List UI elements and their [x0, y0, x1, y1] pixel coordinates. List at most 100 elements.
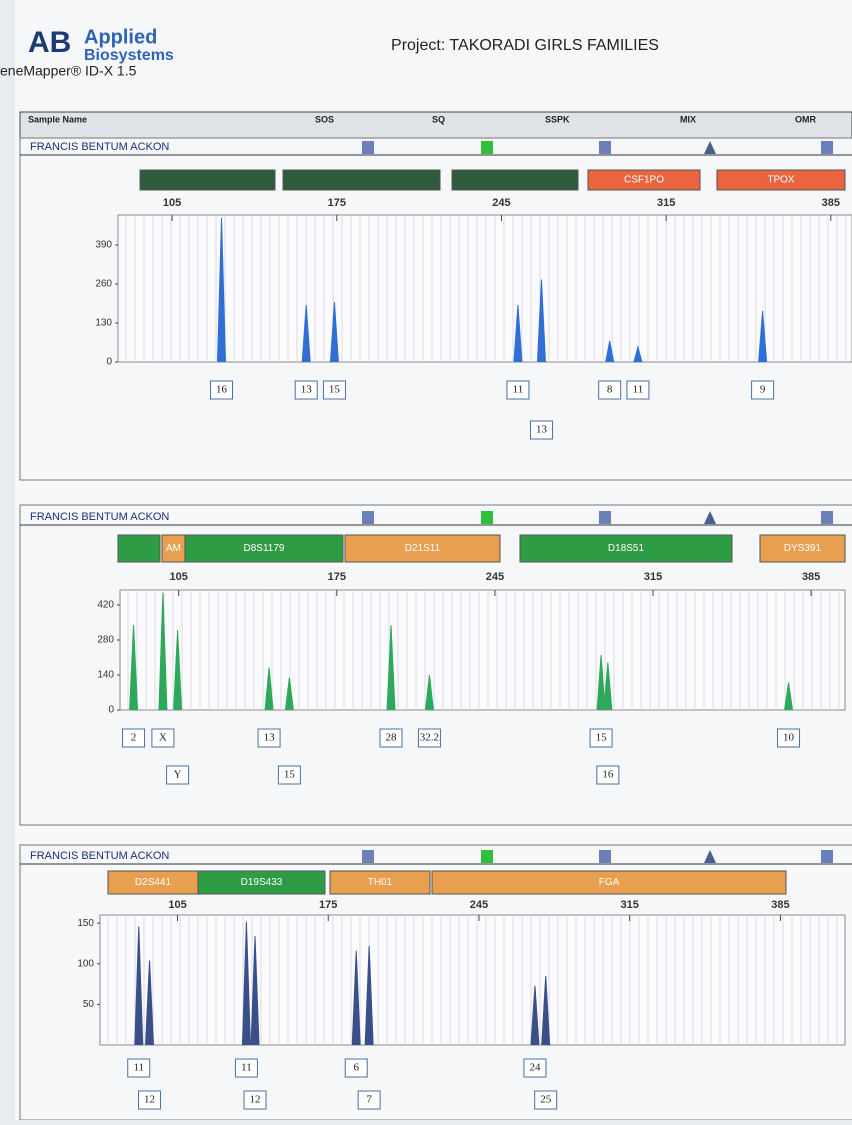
allele-box — [357, 1090, 381, 1110]
peak — [541, 975, 551, 1046]
allele-box — [257, 728, 281, 748]
allele-label: 6 — [353, 1062, 359, 1074]
peak — [758, 310, 768, 363]
allele-box — [344, 1058, 368, 1078]
x-tick-label: 245 — [486, 571, 504, 583]
allele-box — [529, 420, 553, 440]
y-tick-label: 50 — [83, 999, 95, 1010]
allele-label: 32.2 — [420, 732, 439, 744]
y-tick-label: 260 — [95, 279, 112, 290]
column-label: OMR — [795, 114, 816, 124]
allele-box — [210, 380, 234, 400]
project-title: Project: TAKORADI GIRLS FAMILIES — [391, 37, 659, 54]
software-name: eneMapper® ID-X 1.5 — [0, 63, 137, 79]
column-header — [19, 111, 852, 139]
allele-label: 16 — [216, 384, 228, 396]
allele-label: 8 — [607, 384, 613, 396]
allele-label: 2 — [131, 732, 137, 744]
logo-ab: AB — [28, 26, 71, 59]
allele-label: 12 — [144, 1094, 155, 1106]
peak — [536, 279, 546, 363]
peak — [603, 662, 613, 711]
quality-flag — [704, 511, 716, 524]
y-tick-label: 0 — [106, 357, 112, 368]
sample-name: FRANCIS BENTUM ACKON — [30, 511, 169, 523]
quality-flag — [362, 850, 374, 863]
allele-box — [234, 1058, 258, 1078]
x-tick-label: 175 — [328, 197, 346, 209]
x-tick-label: 315 — [657, 197, 675, 209]
peak — [241, 921, 251, 1046]
quality-flag — [599, 850, 611, 863]
plot-area — [99, 914, 846, 1046]
y-tick-label: 150 — [77, 918, 94, 929]
plot-area — [117, 214, 852, 363]
allele-label: 11 — [513, 384, 524, 396]
marker-label: AM — [166, 543, 181, 554]
quality-flag — [362, 141, 374, 154]
quality-flag — [821, 850, 833, 863]
allele-box — [122, 728, 146, 748]
column-label: MIX — [680, 114, 696, 124]
marker-label: DYS391 — [784, 543, 822, 554]
allele-label: 15 — [596, 732, 608, 744]
logo-top: Applied — [84, 26, 157, 48]
marker-bar — [451, 169, 579, 191]
marker-label: D18S51 — [608, 543, 645, 554]
x-tick-label: 385 — [771, 899, 789, 911]
y-tick-label: 130 — [95, 318, 112, 329]
peak — [158, 592, 168, 711]
peak — [284, 677, 294, 711]
y-tick-label: 100 — [77, 958, 94, 969]
quality-flag — [821, 141, 833, 154]
y-tick-label: 420 — [97, 600, 114, 611]
marker-bar — [519, 534, 733, 563]
peak — [633, 345, 643, 363]
allele-label: 16 — [602, 769, 614, 781]
allele-label: 12 — [250, 1094, 261, 1106]
peak — [605, 340, 615, 363]
peak — [301, 304, 311, 363]
allele-box — [166, 765, 190, 785]
quality-flag — [704, 850, 716, 863]
x-tick-label: 105 — [163, 197, 181, 209]
allele-box — [598, 380, 622, 400]
column-label: SSPK — [545, 114, 570, 124]
allele-box — [138, 1090, 162, 1110]
allele-box — [506, 380, 530, 400]
peak — [329, 301, 339, 363]
y-tick-label: 390 — [95, 240, 112, 251]
quality-flag — [481, 511, 493, 524]
sample-name: FRANCIS BENTUM ACKON — [30, 850, 169, 862]
marker-bar — [139, 169, 276, 191]
quality-flag — [362, 511, 374, 524]
x-tick-label: 245 — [470, 899, 488, 911]
peak — [217, 217, 227, 363]
x-tick-label: 105 — [168, 899, 186, 911]
peak — [530, 985, 540, 1046]
marker-bar — [431, 870, 787, 895]
allele-box — [523, 1058, 547, 1078]
peak — [173, 629, 183, 711]
allele-box — [596, 765, 620, 785]
allele-label: 13 — [536, 424, 548, 436]
x-tick-label: 315 — [644, 571, 662, 583]
peak — [364, 945, 374, 1046]
allele-label: 13 — [301, 384, 313, 396]
allele-label: 25 — [540, 1094, 552, 1106]
allele-label: 9 — [760, 384, 766, 396]
allele-box — [589, 728, 613, 748]
marker-bar — [329, 870, 431, 895]
peak — [386, 624, 396, 711]
allele-box — [751, 380, 775, 400]
panel-frame — [19, 137, 852, 481]
allele-box — [626, 380, 650, 400]
peak — [264, 667, 274, 711]
y-tick-label: 140 — [97, 670, 114, 681]
allele-box — [127, 1058, 151, 1078]
quality-flag — [481, 141, 493, 154]
x-tick-label: 175 — [328, 571, 346, 583]
peak — [134, 926, 144, 1046]
marker-label: D8S1179 — [244, 543, 285, 554]
